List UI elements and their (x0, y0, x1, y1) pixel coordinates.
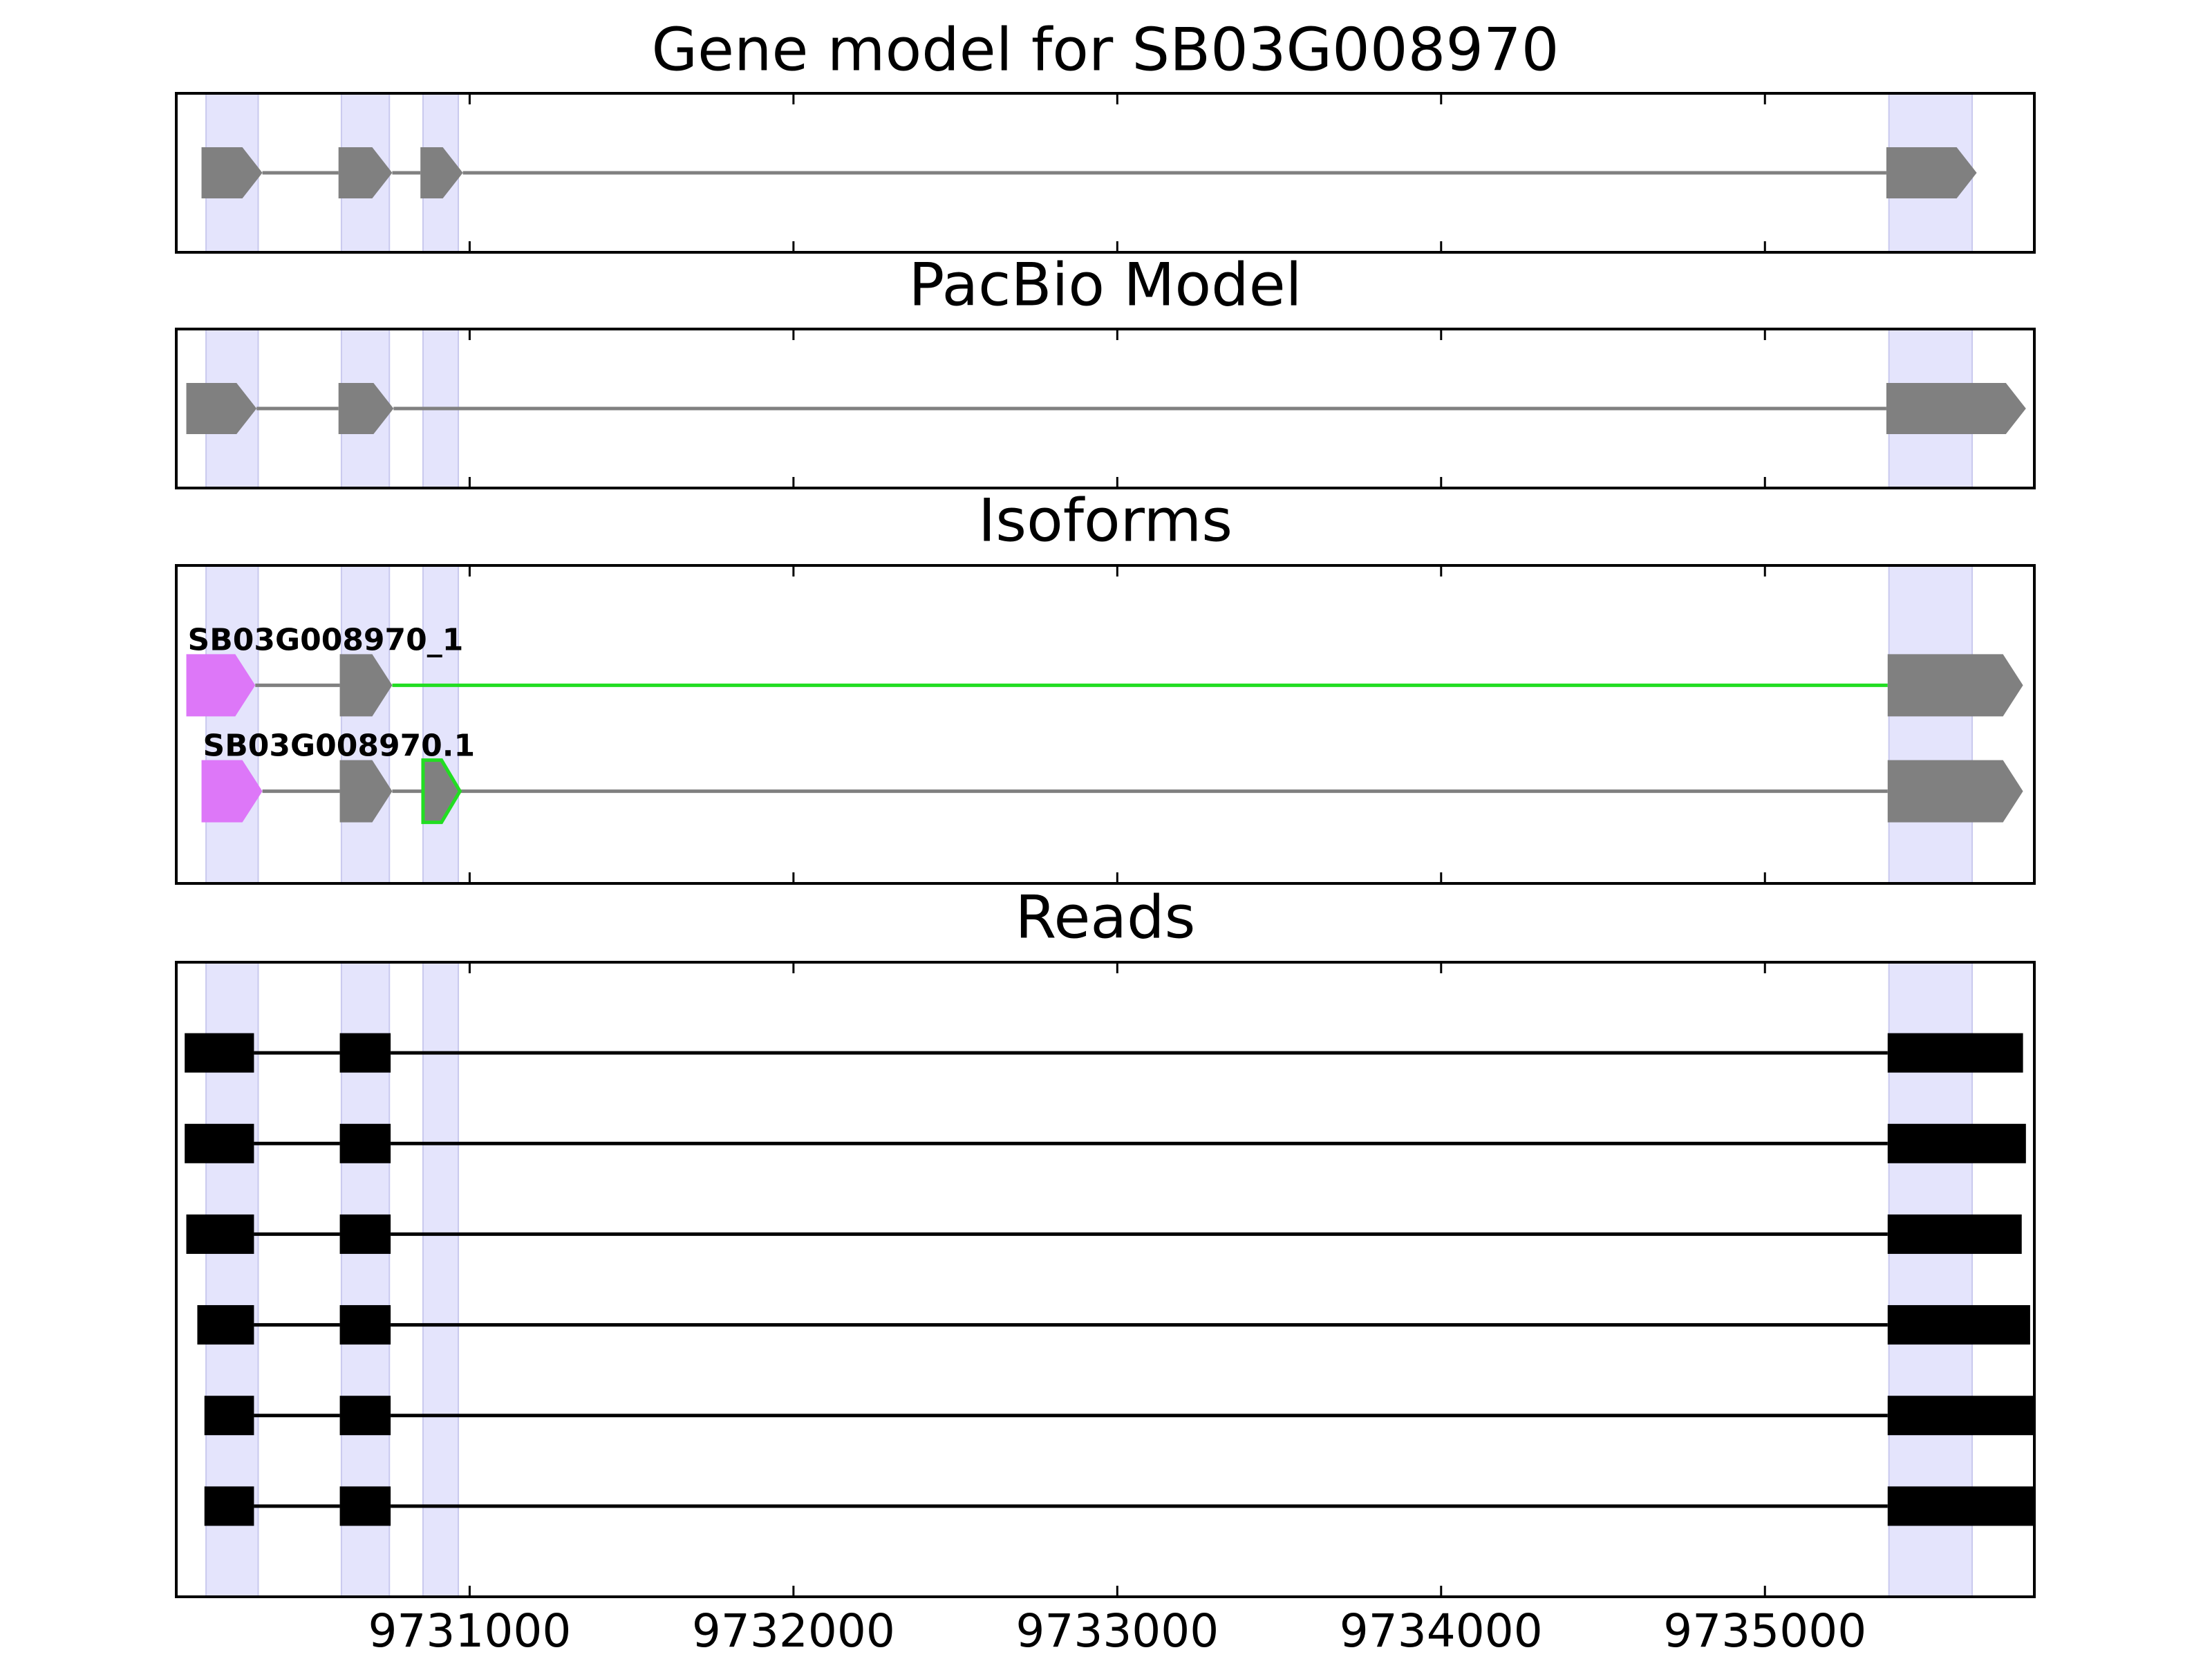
axes-frame (175, 92, 2036, 254)
highlight (1888, 565, 1974, 884)
isoform-label: SB03G008970_1 (188, 622, 464, 657)
isoform-label: SB03G008970.1 (203, 729, 476, 764)
exon (186, 383, 257, 434)
axes-frame (175, 564, 2036, 885)
exon (339, 654, 393, 717)
read-block (1887, 1123, 2026, 1163)
read-block (339, 1305, 391, 1345)
panel-title: Gene model for SB03G008970 (652, 15, 1559, 84)
x-tick-label: 9731000 (368, 1604, 571, 1658)
exon (1886, 383, 2026, 434)
exon (1887, 654, 2023, 717)
exon (1886, 147, 1977, 198)
read-block (185, 1123, 254, 1163)
read-block (339, 1486, 391, 1526)
read-block (204, 1396, 254, 1436)
panel-title: Reads (1015, 883, 1196, 952)
read-block (1887, 1396, 2034, 1436)
read-block (185, 1033, 254, 1073)
read-block (197, 1305, 254, 1345)
read-block (339, 1123, 391, 1163)
read-block (204, 1486, 254, 1526)
read-block (1887, 1214, 2022, 1254)
read-block (339, 1033, 391, 1073)
read-block (186, 1214, 254, 1254)
exon (338, 383, 394, 434)
highlight (422, 565, 460, 884)
axes-frame (175, 961, 2036, 1598)
read-block (1887, 1305, 2030, 1345)
x-tick-label: 9734000 (1340, 1604, 1543, 1658)
exon (339, 760, 393, 823)
read-block (339, 1214, 391, 1254)
axes-frame (175, 328, 2036, 489)
exon (421, 758, 462, 825)
x-tick-label: 9735000 (1663, 1604, 1866, 1658)
exon (201, 760, 263, 823)
panel-title: PacBio Model (908, 250, 1302, 319)
exon (201, 147, 263, 198)
read-block (339, 1396, 391, 1436)
exon (186, 654, 256, 717)
x-tick-label: 9732000 (692, 1604, 895, 1658)
panel-title: Isoforms (978, 486, 1232, 555)
exon (420, 147, 463, 198)
highlight (340, 565, 391, 884)
read-block (1887, 1486, 2034, 1526)
x-tick-label: 9733000 (1015, 1604, 1219, 1658)
exon (1887, 760, 2023, 823)
read-block (1887, 1033, 2023, 1073)
highlight (205, 565, 259, 884)
highlight (422, 962, 460, 1597)
exon (338, 147, 393, 198)
